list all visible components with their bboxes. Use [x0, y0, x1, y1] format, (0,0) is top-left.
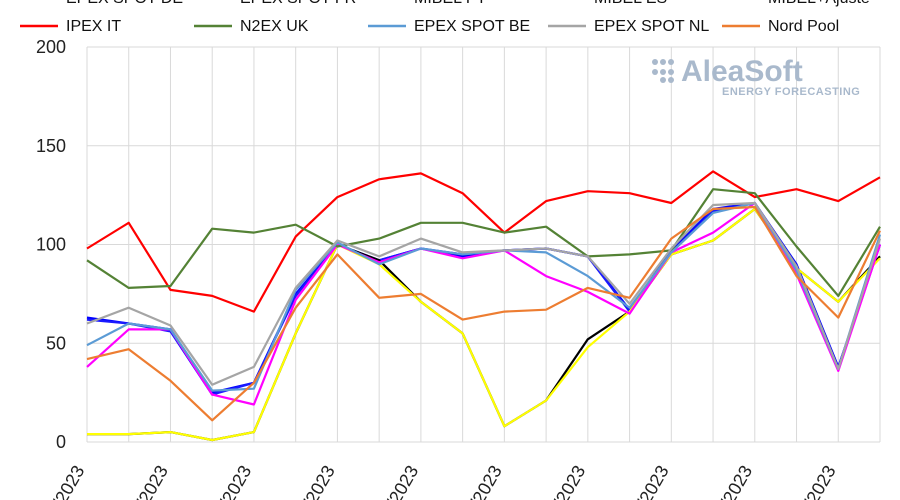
x-tick-label: /2023: [549, 462, 589, 500]
series-lines: [86, 170, 882, 442]
aleasoft-logo: AleaSoft ENERGY FORECASTING: [652, 55, 860, 98]
x-tick-label: /2023: [49, 462, 89, 500]
legend-label-epex-spot-nl: EPEX SPOT NL: [594, 18, 709, 35]
series-line-epex-spot-nl: [86, 201, 882, 386]
logo-tagline: ENERGY FORECASTING: [722, 86, 860, 98]
x-tick-label: /2023: [800, 462, 840, 500]
y-tick-label: 150: [36, 136, 66, 156]
legend-label-epex-spot-de: EPEX SPOT DE: [66, 0, 183, 7]
x-axis-tick-labels: /2023/2023/2023/2023/2023/2023/2023/2023…: [49, 462, 840, 500]
x-tick-label: /2023: [466, 462, 506, 500]
series-line-epex-spot-be: [86, 201, 882, 392]
legend-label-n2ex-uk: N2EX UK: [240, 18, 309, 35]
x-tick-label: /2023: [299, 462, 339, 500]
y-tick-label: 50: [46, 333, 66, 353]
series-line-ipex-it: [86, 170, 881, 313]
x-tick-label: /2023: [216, 462, 256, 500]
x-tick-label: /2023: [132, 462, 172, 500]
series-line-mibel-pt: [87, 207, 881, 442]
legend-label-mibel-pt: MIBEL PT: [414, 0, 487, 7]
legend-label-epex-spot-be: EPEX SPOT BE: [414, 18, 530, 35]
series-line-mibel-es: [87, 207, 881, 442]
legend-label-epex-spot-fr: EPEX SPOT FR: [240, 0, 356, 7]
x-tick-label: /2023: [383, 462, 423, 500]
series-line-epex-spot-fr: [86, 201, 882, 396]
y-tick-label: 200: [36, 37, 66, 57]
series-line-n2ex-uk: [86, 188, 881, 297]
legend-label-nord-pool: Nord Pool: [768, 18, 839, 35]
legend-label-ipex-it: IPEX IT: [66, 18, 121, 35]
series-line-nord-pool: [86, 205, 881, 422]
x-tick-label: /2023: [633, 462, 673, 500]
logo-dots-icon: [652, 59, 674, 83]
legend-bottom-row: IPEX IT N2EX UK EPEX SPOT BE EPEX SPOT NL No…: [20, 18, 839, 35]
logo-wordmark: AleaSoft: [681, 55, 803, 88]
series-line-epex-spot-de: [86, 201, 882, 394]
legend-label-mibel-ajuste: MIBEL+Ajuste: [768, 0, 870, 7]
y-tick-label: 0: [56, 432, 66, 452]
y-tick-label: 100: [36, 235, 66, 255]
x-tick-label: /2023: [716, 462, 756, 500]
legend-label-mibel-es: MIBEL ES: [594, 0, 667, 7]
y-axis-tick-labels: 0 50 100 150 200: [36, 37, 66, 452]
legend-top-row: EPEX SPOT DE EPEX SPOT FR MIBEL PT MIBEL ES…: [66, 0, 870, 7]
